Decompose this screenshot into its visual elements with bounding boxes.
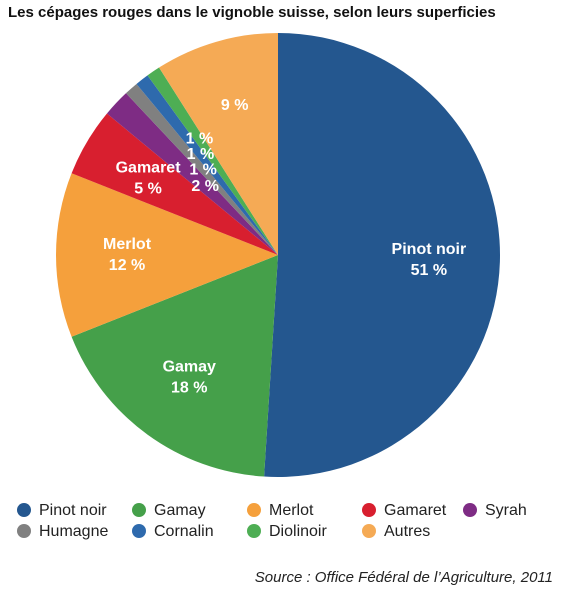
pie-slice: [136, 75, 278, 255]
legend-swatch: [247, 524, 261, 538]
pie-slice: [159, 33, 278, 255]
slice-value: 12 %: [109, 257, 145, 274]
legend-swatch: [17, 503, 31, 517]
legend-label: Cornalin: [154, 523, 214, 540]
legend-label: Pinot noir: [39, 502, 107, 519]
legend-label: Diolinoir: [269, 523, 327, 540]
slice-name: Pinot noir: [392, 241, 467, 258]
legend-swatch: [463, 503, 477, 517]
slice-value: 1 %: [186, 131, 214, 148]
slice-value: 9 %: [221, 97, 249, 114]
slice-value: 5 %: [134, 180, 162, 197]
legend-swatch: [132, 524, 146, 538]
legend-label: Gamaret: [384, 502, 447, 519]
slice-name: Merlot: [103, 236, 152, 253]
legend-label: Autres: [384, 523, 430, 540]
slice-value: 2 %: [191, 178, 219, 195]
slice-value: 1 %: [187, 146, 215, 163]
pie-slice: [71, 255, 278, 477]
legend-label: Merlot: [269, 502, 314, 519]
chart-title: Les cépages rouges dans le vignoble suis…: [8, 4, 496, 21]
legend-swatch: [362, 503, 376, 517]
legend-swatch: [247, 503, 261, 517]
pie-slice: [264, 33, 501, 477]
legend-label: Syrah: [485, 502, 527, 519]
slice-name: Gamaret: [116, 159, 182, 176]
slice-value: 1 %: [189, 161, 217, 178]
pie-slice: [106, 93, 278, 255]
slice-name: Gamay: [163, 358, 216, 375]
pie-slice: [56, 173, 279, 337]
pie-slice: [126, 83, 278, 255]
legend-label: Humagne: [39, 523, 108, 540]
source: Source : Office Fédéral de l’Agriculture…: [255, 569, 553, 586]
legend-swatch: [132, 503, 146, 517]
slice-value: 51 %: [411, 262, 447, 279]
legend-swatch: [362, 524, 376, 538]
slice-value: 18 %: [171, 379, 207, 396]
legend-swatch: [17, 524, 31, 538]
pie-slice: [147, 67, 278, 255]
pie-slice: [71, 113, 278, 255]
legend-label: Gamay: [154, 502, 206, 519]
